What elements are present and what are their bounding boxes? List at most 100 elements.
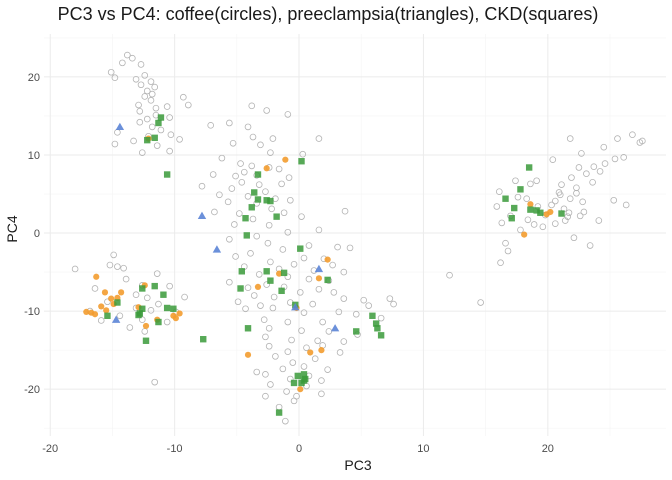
ckd-point (238, 268, 245, 275)
coffee-point (211, 208, 218, 216)
coffee-point (524, 216, 532, 224)
ckd-point (275, 409, 283, 416)
coffee-point (260, 316, 268, 323)
coffee-point (234, 298, 242, 306)
coffee-point (589, 179, 596, 186)
coffee-point (91, 285, 99, 292)
orange-point (307, 349, 314, 356)
coffee-point (143, 294, 151, 302)
coffee-point (218, 154, 226, 162)
coffee-point (352, 310, 360, 318)
coffee-point (167, 131, 175, 138)
coffee-point (293, 392, 300, 400)
orange-point (118, 289, 125, 296)
coffee-point (596, 168, 604, 175)
coffee-point (533, 177, 540, 185)
coffee-point (267, 149, 274, 156)
coffee-point (166, 282, 173, 290)
coffee-point (289, 359, 297, 366)
coffee-point (573, 184, 580, 192)
x-tick-label: -10 (167, 443, 183, 455)
coffee-point (595, 217, 603, 224)
coffee-point (279, 246, 287, 253)
coffee-point (267, 381, 274, 388)
coffee-point (622, 201, 630, 209)
coffee-point (523, 195, 530, 203)
coffee-point (262, 188, 269, 195)
ckd-point (302, 375, 309, 383)
coffee-point (275, 403, 283, 411)
orange-point (297, 386, 304, 393)
coffee-point (249, 215, 257, 223)
coffee-point (502, 239, 509, 247)
coffee-point (116, 312, 124, 320)
coffee-point (284, 348, 292, 355)
coffee-point (568, 174, 575, 181)
coffee-point (253, 232, 261, 240)
ckd-point (163, 304, 171, 312)
coffee-point (496, 188, 503, 195)
coffee-point (114, 129, 121, 136)
coffee-point (138, 316, 146, 323)
ckd-point (144, 136, 151, 144)
coffee-point (267, 258, 274, 266)
coffee-point (329, 261, 336, 269)
ckd-point (243, 232, 250, 239)
ckd-point (142, 337, 150, 344)
ckd-point (353, 328, 360, 335)
coffee-point (284, 273, 292, 281)
coffee-point (157, 126, 165, 134)
ckd-point (155, 318, 162, 326)
ckd-point (324, 276, 331, 284)
coffee-point (315, 226, 323, 234)
ckd-point (517, 186, 524, 193)
coffee-point (263, 281, 270, 288)
coffee-point (148, 123, 156, 131)
coffee-point (71, 265, 79, 273)
coffee-point (137, 61, 145, 68)
coffee-point (298, 213, 305, 220)
coffee-point (305, 275, 313, 283)
coffee-point (153, 142, 161, 149)
coffee-point (129, 54, 136, 62)
chart-title: PC3 vs PC4: coffee(circles), preeclampsi… (58, 4, 599, 24)
ckd-point (200, 336, 207, 343)
orange-point (263, 165, 270, 172)
ckd-point (163, 171, 171, 178)
coffee-point (325, 328, 333, 335)
coffee-point (614, 135, 621, 142)
coffee-point (119, 59, 126, 67)
coffee-point (565, 209, 573, 217)
ckd-point (237, 285, 244, 292)
coffee-point (244, 193, 252, 200)
axes: PC3 vs PC4: coffee(circles), preeclampsi… (4, 4, 598, 473)
coffee-point (209, 171, 217, 178)
coffee-point (122, 275, 130, 283)
coffee-point (298, 327, 305, 334)
coffee-point (181, 293, 188, 301)
ckd-point (248, 204, 255, 211)
ckd-point (511, 204, 518, 212)
ckd-point (155, 119, 162, 127)
coffee-point (141, 93, 149, 100)
orange-point (315, 275, 323, 282)
coffee-point (583, 170, 590, 178)
coffee-point (290, 260, 298, 268)
preeclampsia-point (197, 211, 207, 220)
y-tick-label: -20 (24, 384, 40, 396)
coffee-point (300, 363, 308, 370)
orange-point (142, 322, 150, 330)
coffee-point (278, 180, 285, 188)
orange-point (547, 208, 554, 216)
coffee-point (236, 210, 243, 217)
ckd-point (533, 207, 540, 214)
orange-point (98, 303, 105, 310)
coffee-point (224, 198, 232, 206)
coffee-point (207, 122, 214, 129)
ckd-point (372, 320, 380, 327)
coffee-point (185, 101, 192, 109)
coffee-point (141, 72, 149, 79)
ckd-point (280, 269, 288, 277)
coffee-point (318, 390, 325, 398)
